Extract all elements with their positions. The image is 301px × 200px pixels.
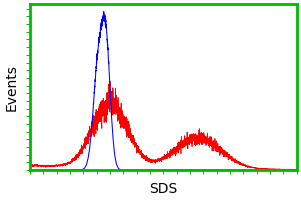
Y-axis label: Events: Events [4, 64, 18, 111]
X-axis label: SDS: SDS [149, 182, 178, 196]
